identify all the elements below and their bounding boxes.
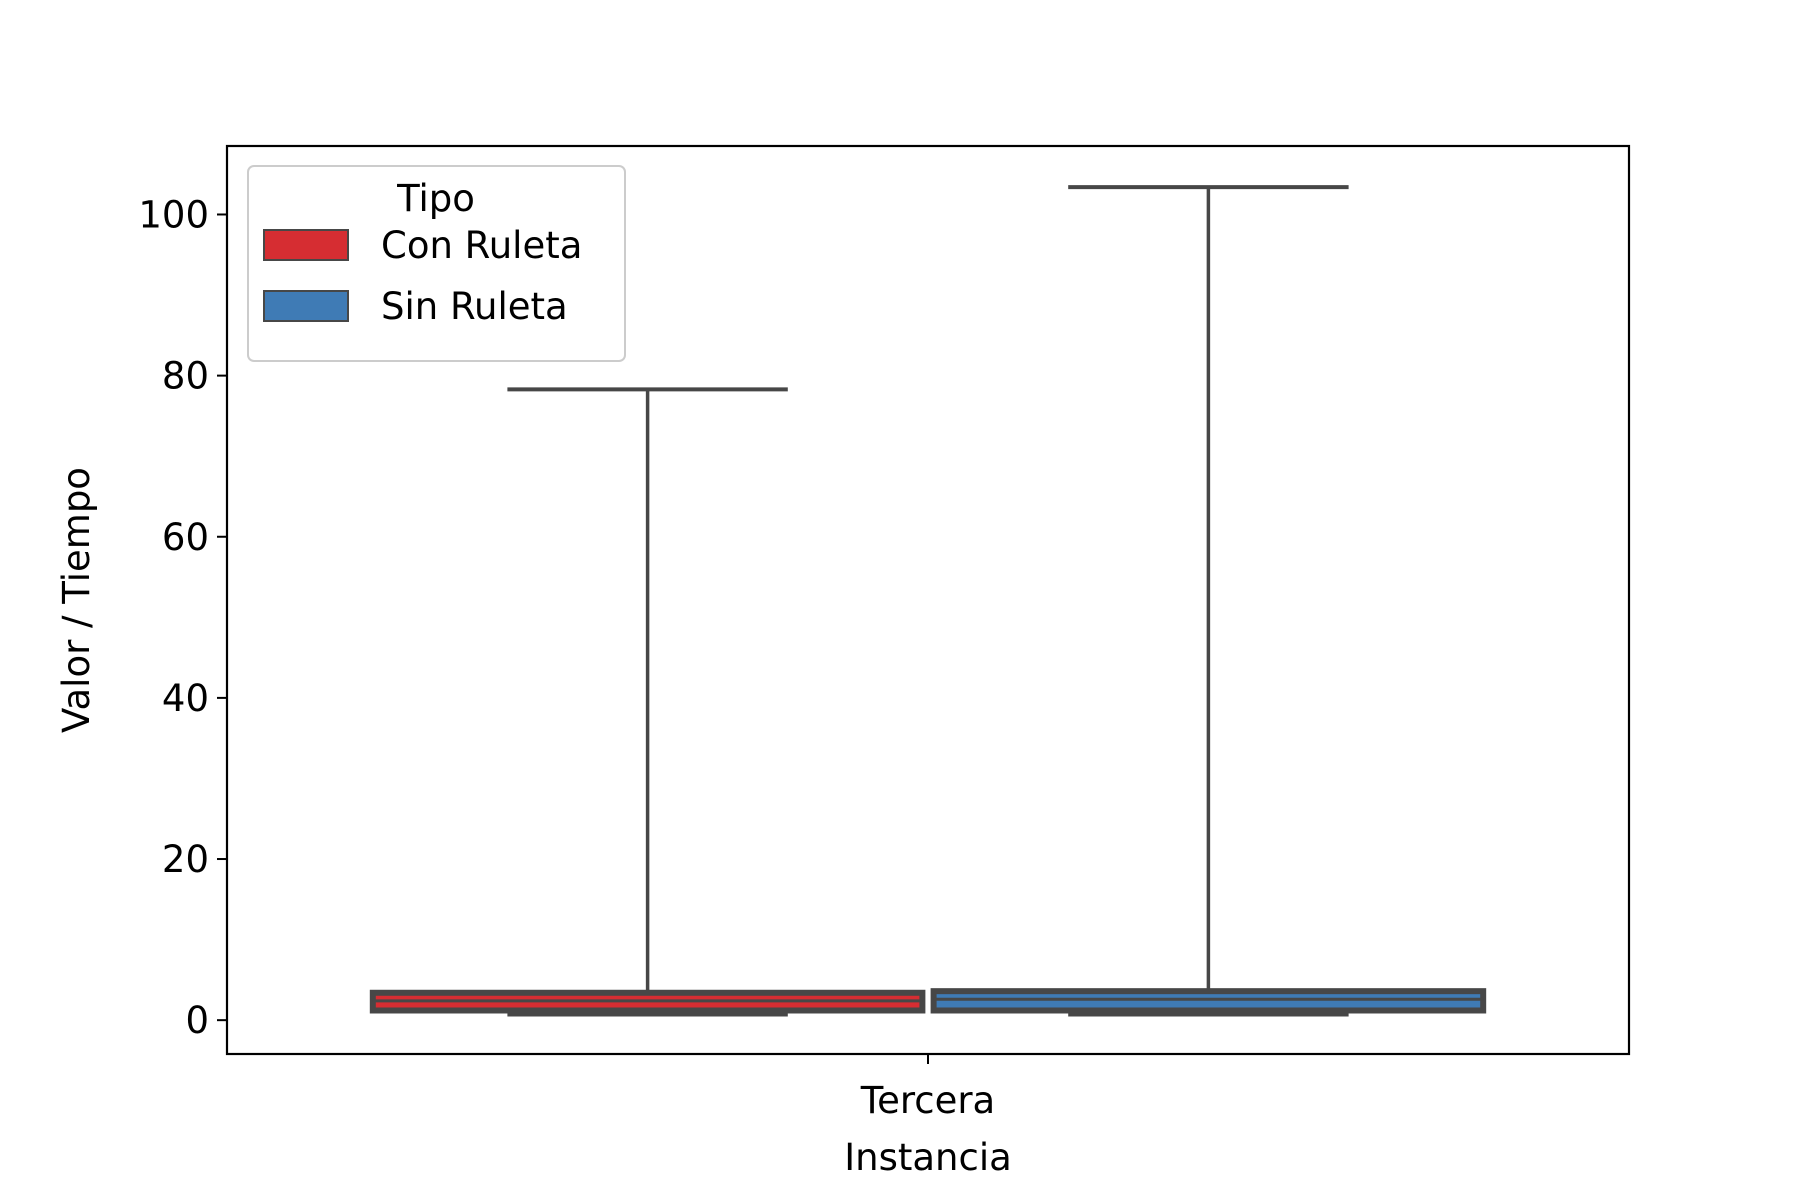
legend-label: Sin Ruleta (381, 285, 568, 328)
y-axis: 0 20 40 60 80 100 (138, 193, 227, 1042)
legend: Tipo Con Ruleta Sin Ruleta (247, 165, 626, 362)
y-tick-label: 100 (138, 193, 209, 236)
y-tick-label: 40 (162, 677, 209, 720)
x-axis-label: Instancia (844, 1136, 1012, 1179)
y-tick-label: 0 (185, 999, 209, 1042)
x-axis: Tercera (860, 1054, 995, 1122)
iqr-box (930, 988, 1487, 1014)
plot-marks (369, 185, 1487, 1017)
y-tick-label: 80 (162, 355, 209, 398)
box-con-ruleta (369, 387, 926, 1017)
legend-title: Tipo (396, 177, 475, 220)
y-tick-label: 20 (162, 838, 209, 881)
y-axis-label: Valor / Tiempo (55, 467, 98, 733)
x-tick-label: Tercera (860, 1079, 995, 1122)
legend-swatch (263, 290, 349, 322)
legend-label: Con Ruleta (381, 224, 582, 267)
y-tick-label: 60 (162, 516, 209, 559)
legend-swatch (263, 229, 349, 261)
box-sin-ruleta (930, 185, 1487, 1017)
